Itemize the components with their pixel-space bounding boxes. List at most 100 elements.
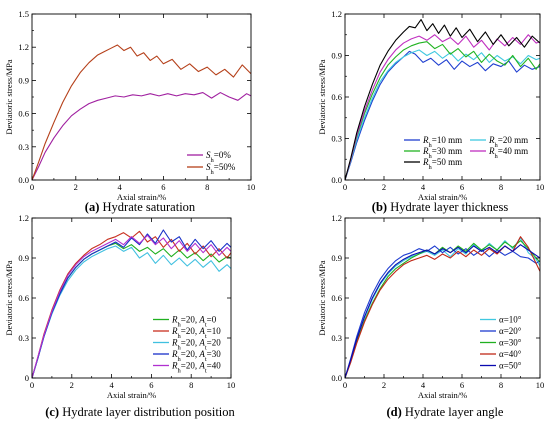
legend-label-part: R bbox=[422, 135, 429, 145]
legend-label-part: A bbox=[198, 315, 205, 325]
x-tick-label: 8 bbox=[499, 380, 503, 390]
y-tick-label: 0.6 bbox=[18, 293, 29, 303]
series-line-0 bbox=[32, 92, 251, 180]
legend-label: α=10° bbox=[499, 315, 522, 325]
legend-label-part: =20, bbox=[181, 315, 200, 325]
legend-label-subscript: h bbox=[429, 164, 433, 171]
series-line-3 bbox=[32, 229, 231, 378]
caption-letter: (d) bbox=[387, 405, 402, 419]
legend-label-part: R bbox=[171, 349, 178, 359]
panel-caption: (d) Hydrate layer angle bbox=[387, 405, 504, 419]
legend-label: Rh=20, At=30 bbox=[171, 349, 221, 363]
legend-label: α=50° bbox=[499, 361, 522, 371]
y-axis-label: Deviatoric stress/MPa bbox=[317, 59, 327, 135]
series-line-1 bbox=[345, 245, 540, 378]
y-tick-label: 1.5 bbox=[18, 9, 29, 19]
legend-label-subscript: h bbox=[178, 367, 182, 374]
y-axis-label: Deviatoric stress/MPa bbox=[317, 260, 327, 336]
x-tick-label: 0 bbox=[30, 380, 34, 390]
y-tick-label: 0.6 bbox=[331, 293, 342, 303]
legend-label-subscript: h bbox=[211, 169, 215, 176]
legend-label-part: =50% bbox=[214, 162, 236, 172]
x-axis-label: Axial strain/% bbox=[107, 390, 156, 400]
series-line-2 bbox=[345, 41, 540, 180]
legend-label-part: R bbox=[171, 315, 178, 325]
legend-label-part: R bbox=[488, 135, 495, 145]
legend-label-part: R bbox=[488, 146, 495, 156]
x-tick-label: 2 bbox=[382, 182, 386, 192]
y-tick-label: 0 bbox=[25, 373, 29, 383]
y-tick-label: 0.0 bbox=[18, 175, 29, 185]
series-line-2 bbox=[345, 240, 540, 378]
legend-label: Rh=20, At=0 bbox=[171, 315, 217, 329]
legend-label-part: R bbox=[422, 157, 429, 167]
x-tick-label: 10 bbox=[247, 182, 256, 192]
legend-label-part: =0 bbox=[207, 315, 217, 325]
legend-label-subscript: t bbox=[205, 367, 207, 374]
legend-label: α=40° bbox=[499, 349, 522, 359]
caption-letter: (a) bbox=[85, 200, 100, 214]
x-tick-label: 4 bbox=[117, 182, 122, 192]
x-tick-label: 6 bbox=[460, 182, 464, 192]
legend: α=10°α=20° α=30°α=40° α=50° bbox=[480, 315, 522, 371]
x-tick-label: 0 bbox=[343, 380, 347, 390]
x-axis-label: Axial strain/% bbox=[418, 390, 467, 400]
x-tick-label: 0 bbox=[30, 182, 34, 192]
legend-label-part: R bbox=[171, 361, 178, 371]
legend-label-subscript: t bbox=[205, 321, 207, 328]
series-line-2 bbox=[32, 245, 231, 378]
series-line-1 bbox=[32, 44, 251, 180]
legend-label-part: R bbox=[171, 326, 178, 336]
legend-label-part: A bbox=[198, 338, 205, 348]
legend-label-subscript: h bbox=[178, 344, 182, 351]
y-tick-label: 0.9 bbox=[331, 51, 342, 61]
x-tick-label: 2 bbox=[74, 182, 78, 192]
panel-caption: (c) Hydrate layer distribution position bbox=[45, 405, 235, 419]
legend-label-part: =10 bbox=[207, 326, 222, 336]
legend-label-subscript: h bbox=[178, 333, 182, 340]
legend-label-subscript: h bbox=[178, 356, 182, 363]
chart-panel-a: 0 2 4 6 8 10 0.0 0.3 0.6 0.9 1.2 1.5 Axial strain/% D… bbox=[4, 9, 255, 214]
legend-label: Sh=0% bbox=[206, 150, 231, 164]
legend-label-part: A bbox=[198, 326, 205, 336]
legend-label-subscript: h bbox=[429, 153, 433, 160]
y-tick-label: 0.9 bbox=[331, 253, 342, 263]
series-group bbox=[345, 236, 540, 378]
x-axis-label: Axial strain/% bbox=[418, 192, 467, 202]
y-tick-label: 0.0 bbox=[331, 175, 342, 185]
legend-label: α=30° bbox=[499, 338, 522, 348]
legend-label: Rh=20, At=10 bbox=[171, 326, 221, 340]
series-line-4 bbox=[32, 234, 231, 378]
chart-panel-d: 0 2 4 6 8 10 0.0 0.3 0.6 0.9 1.2 Axial strain/% Devi… bbox=[317, 213, 544, 419]
caption-text: Hydrate layer angle bbox=[402, 405, 504, 419]
legend-label-subscript: t bbox=[205, 344, 207, 351]
y-tick-label: 0.3 bbox=[18, 333, 29, 343]
y-tick-label: 0.3 bbox=[331, 333, 342, 343]
legend-label-part: =20, bbox=[181, 338, 200, 348]
x-tick-label: 8 bbox=[499, 182, 503, 192]
legend-label-subscript: h bbox=[429, 142, 433, 149]
y-tick-label: 0.0 bbox=[331, 373, 342, 383]
x-axis-label: Axial strain/% bbox=[117, 192, 166, 202]
legend-label-part: R bbox=[171, 338, 178, 348]
x-tick-label: 4 bbox=[109, 380, 114, 390]
x-tick-label: 4 bbox=[421, 182, 426, 192]
legend-label-part: α=50° bbox=[499, 361, 522, 371]
series-group bbox=[345, 18, 540, 180]
legend-label: Rh=20, At=40 bbox=[171, 361, 221, 375]
legend-label-part: =30 mm bbox=[432, 146, 462, 156]
x-tick-label: 6 bbox=[460, 380, 464, 390]
series-line-3 bbox=[345, 34, 540, 180]
caption-letter: (c) bbox=[45, 405, 59, 419]
y-tick-label: 0.6 bbox=[18, 109, 29, 119]
series-group bbox=[32, 229, 231, 378]
legend-label-part: α=10° bbox=[499, 315, 522, 325]
legend-label-part: α=30° bbox=[499, 338, 522, 348]
x-tick-label: 2 bbox=[382, 380, 386, 390]
y-tick-label: 0.3 bbox=[18, 142, 29, 152]
x-tick-label: 4 bbox=[421, 380, 426, 390]
legend-label-subscript: h bbox=[495, 153, 499, 160]
x-tick-label: 10 bbox=[536, 380, 545, 390]
